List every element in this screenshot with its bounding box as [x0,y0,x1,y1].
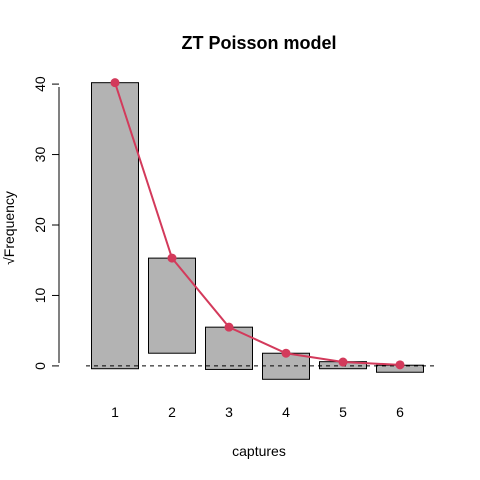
y-tick-label: 40 [32,76,48,92]
bars-group [91,82,424,380]
expected-point [281,348,291,358]
x-tick-label: 3 [225,404,233,420]
y-axis-label: √Frequency [1,191,17,265]
x-tick-label: 6 [396,404,404,420]
chart-title: ZT Poisson model [181,33,336,53]
expected-point [224,322,234,332]
x-tick-label: 1 [111,404,119,420]
y-tick-label: 20 [32,217,48,233]
expected-frequency-points [110,78,405,370]
expected-point [110,78,120,88]
expected-point [395,360,405,370]
expected-frequency-line [114,82,401,366]
bar [148,257,196,354]
y-tick-label: 30 [32,147,48,163]
bar [91,82,139,370]
bar [205,326,253,370]
y-axis-ticks: 0 10 20 30 40 [32,76,59,370]
x-axis-label: captures [232,443,286,459]
x-tick-label: 4 [282,404,290,420]
y-tick-label: 0 [32,362,48,370]
y-tick-label: 10 [32,287,48,303]
x-axis-tick-labels: 1 2 3 4 5 6 [111,404,404,420]
x-tick-label: 5 [339,404,347,420]
x-tick-label: 2 [168,404,176,420]
expected-point [167,253,177,263]
expected-point [338,357,348,367]
